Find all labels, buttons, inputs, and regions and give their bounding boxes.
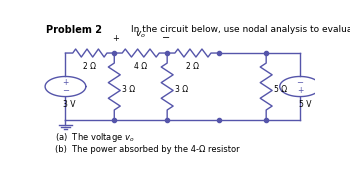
Text: 5 V: 5 V [299,100,312,109]
Text: (b)  The power absorbed by the 4-Ω resistor: (b) The power absorbed by the 4-Ω resist… [55,145,239,154]
Text: (a)  The voltage $v_o$: (a) The voltage $v_o$ [55,131,134,144]
Text: Problem 2: Problem 2 [47,25,103,35]
Text: In the circuit below, use nodal analysis to evaluate: In the circuit below, use nodal analysis… [131,25,350,34]
Text: +: + [297,86,303,95]
Text: 2 Ω: 2 Ω [187,62,199,71]
Text: −: − [62,86,69,95]
Text: 2 Ω: 2 Ω [83,62,96,71]
Text: 3 V: 3 V [63,100,76,109]
Text: +: + [112,34,119,43]
Text: 3 Ω: 3 Ω [175,85,188,94]
Text: 3 Ω: 3 Ω [122,85,135,94]
Text: 4 Ω: 4 Ω [134,62,147,71]
Text: −: − [296,78,303,87]
Text: +: + [62,78,69,87]
Text: $v_o$: $v_o$ [135,29,146,40]
Text: 5 Ω: 5 Ω [274,85,287,94]
Text: −: − [162,33,170,43]
